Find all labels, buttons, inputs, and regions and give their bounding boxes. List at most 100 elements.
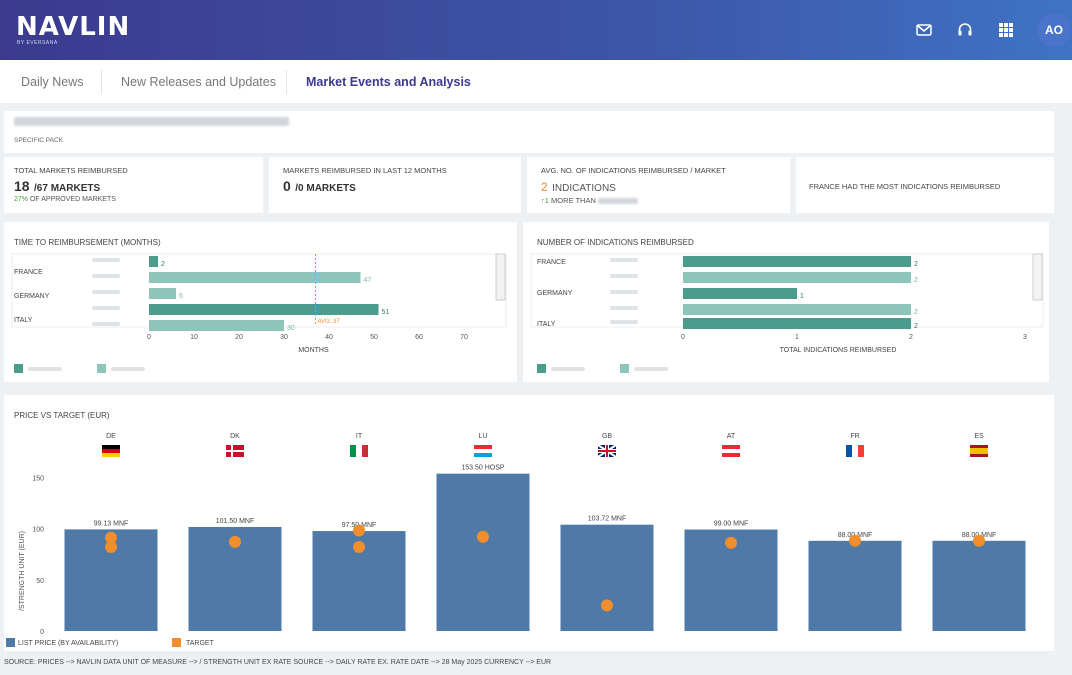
x-tick-label: 60 (415, 334, 423, 341)
redacted-product (610, 306, 638, 310)
apps-grid-icon[interactable] (994, 18, 1018, 42)
kpi-label: AVG. NO. OF INDICATIONS REIMBURSED / MAR… (541, 166, 726, 175)
plot-area (11, 253, 507, 328)
country-code: IT (356, 433, 363, 440)
flag-it-stripe (356, 445, 362, 457)
chart-title: NUMBER OF INDICATIONS REIMBURSED (537, 238, 694, 247)
kpi-last-12-months: MARKETS REIMBURSED IN LAST 12 MONTHS 0 /… (269, 157, 521, 213)
kpi-text: FRANCE HAD THE MOST INDICATIONS REIMBURS… (809, 182, 1001, 191)
y-tick-label: 50 (36, 578, 44, 585)
bar (149, 256, 158, 267)
country-code: FR (850, 433, 859, 440)
tab-new-releases[interactable]: New Releases and Updates (121, 75, 276, 89)
y-tick-label: 0 (40, 629, 44, 636)
bar (683, 318, 911, 329)
legend-label-target: TARGET (186, 640, 215, 647)
redacted-product (92, 290, 120, 294)
data-label: 1 (800, 293, 804, 300)
avatar[interactable]: AO (1037, 13, 1071, 47)
legend-swatch (97, 364, 106, 373)
country-label: ITALY (14, 317, 33, 324)
bar (683, 288, 797, 299)
flag-fr-stripe (846, 445, 852, 457)
data-label: 2 (914, 261, 918, 268)
bar (149, 272, 361, 283)
legend-swatch-target (172, 638, 181, 647)
kpi-value: 18 (14, 178, 30, 194)
x-tick-label: 20 (235, 334, 243, 341)
top-bar: NAVLIN BY EVERSANA AO (0, 0, 1072, 60)
bar (683, 256, 911, 267)
target-point (353, 524, 365, 537)
redacted-product-title (14, 117, 289, 126)
data-label: 2 (161, 261, 165, 268)
up-arrow-icon: ↑ (541, 196, 545, 205)
flag-fr-stripe (858, 445, 864, 457)
x-tick-label: 1 (795, 334, 799, 341)
target-point (105, 531, 117, 544)
y-tick-label: 100 (32, 527, 44, 534)
indications-reimbursed-chart: NUMBER OF INDICATIONS REIMBURSED 22122FR… (530, 238, 1044, 373)
flag-at-stripe (722, 453, 740, 457)
target-point (725, 536, 737, 549)
country-code: ES (974, 433, 984, 440)
y-axis-label: /STRENGTH UNIT (EUR) (19, 531, 26, 611)
flag-fr-stripe (852, 445, 858, 457)
data-label: 47 (364, 277, 372, 284)
flag-gb-cross-red (598, 450, 616, 452)
country-code: GB (602, 433, 612, 440)
source-footer: SOURCE: PRICES --> NAVLIN DATA UNIT OF M… (4, 659, 552, 666)
time-to-reimbursement-panel: TIME TO REIMBURSEMENT (MONTHS) 2 47 6 51 30 F… (4, 222, 517, 382)
redacted-product (92, 258, 120, 262)
flag-de-stripe (102, 449, 120, 453)
bar (149, 320, 284, 331)
target-point (353, 540, 365, 553)
bar (683, 272, 911, 283)
flag-lu-stripe (474, 449, 492, 453)
kpi-label: TOTAL MARKETS REIMBURSED (14, 166, 128, 175)
redacted-legend-label (551, 367, 585, 371)
redacted-legend-label (28, 367, 62, 371)
mail-icon[interactable] (912, 18, 936, 42)
x-tick-label: 2 (909, 334, 913, 341)
brand-sub: BY EVERSANA (17, 40, 58, 46)
tab-divider (286, 70, 287, 94)
chart-title: TIME TO REIMBURSEMENT (MONTHS) (14, 238, 161, 247)
redacted-product (597, 198, 638, 205)
kpi-unit: /67 MARKETS (34, 183, 101, 194)
kpi-unit: /0 MARKETS (295, 183, 356, 194)
data-label: 30 (287, 325, 295, 332)
legend-swatch (537, 364, 546, 373)
brand-logo[interactable]: NAVLIN (16, 12, 131, 42)
tab-market-events[interactable]: Market Events and Analysis (306, 75, 471, 89)
flag-es-stripe (970, 448, 988, 454)
price-bar (808, 540, 902, 631)
kpi-most-indications: FRANCE HAD THE MOST INDICATIONS REIMBURS… (796, 157, 1054, 213)
price-bar (932, 540, 1026, 631)
x-tick-label: 70 (460, 334, 468, 341)
bar (149, 288, 176, 299)
data-label: 6 (179, 293, 183, 300)
flag-de-stripe (102, 453, 120, 457)
x-axis-label: MONTHS (298, 347, 329, 354)
tab-daily-news[interactable]: Daily News (21, 75, 84, 89)
country-label: FRANCE (14, 269, 43, 276)
country-label: ITALY (537, 321, 556, 328)
headset-icon[interactable] (953, 18, 977, 42)
redacted-product (610, 274, 638, 278)
country-code: DE (106, 433, 116, 440)
bar (149, 304, 379, 315)
redacted-product (610, 290, 638, 294)
kpi-delta: 1 (544, 196, 549, 205)
price-label: 153.50 HOSP (461, 465, 505, 472)
price-label: 101.50 MNF (216, 518, 255, 525)
price-vs-target-panel: PRICE VS TARGET (EUR) /STRENGTH UNIT (EU… (4, 395, 1054, 651)
redacted-product (92, 322, 120, 326)
flag-at-stripe (722, 445, 740, 449)
redacted-legend-label (634, 367, 668, 371)
x-tick-label: 3 (1023, 334, 1027, 341)
indications-reimbursed-panel: NUMBER OF INDICATIONS REIMBURSED 2 2 1 2 2 FR… (523, 222, 1049, 382)
price-bar (436, 473, 530, 631)
flag-lu-stripe (474, 445, 492, 449)
country-label: FRANCE (537, 259, 566, 266)
